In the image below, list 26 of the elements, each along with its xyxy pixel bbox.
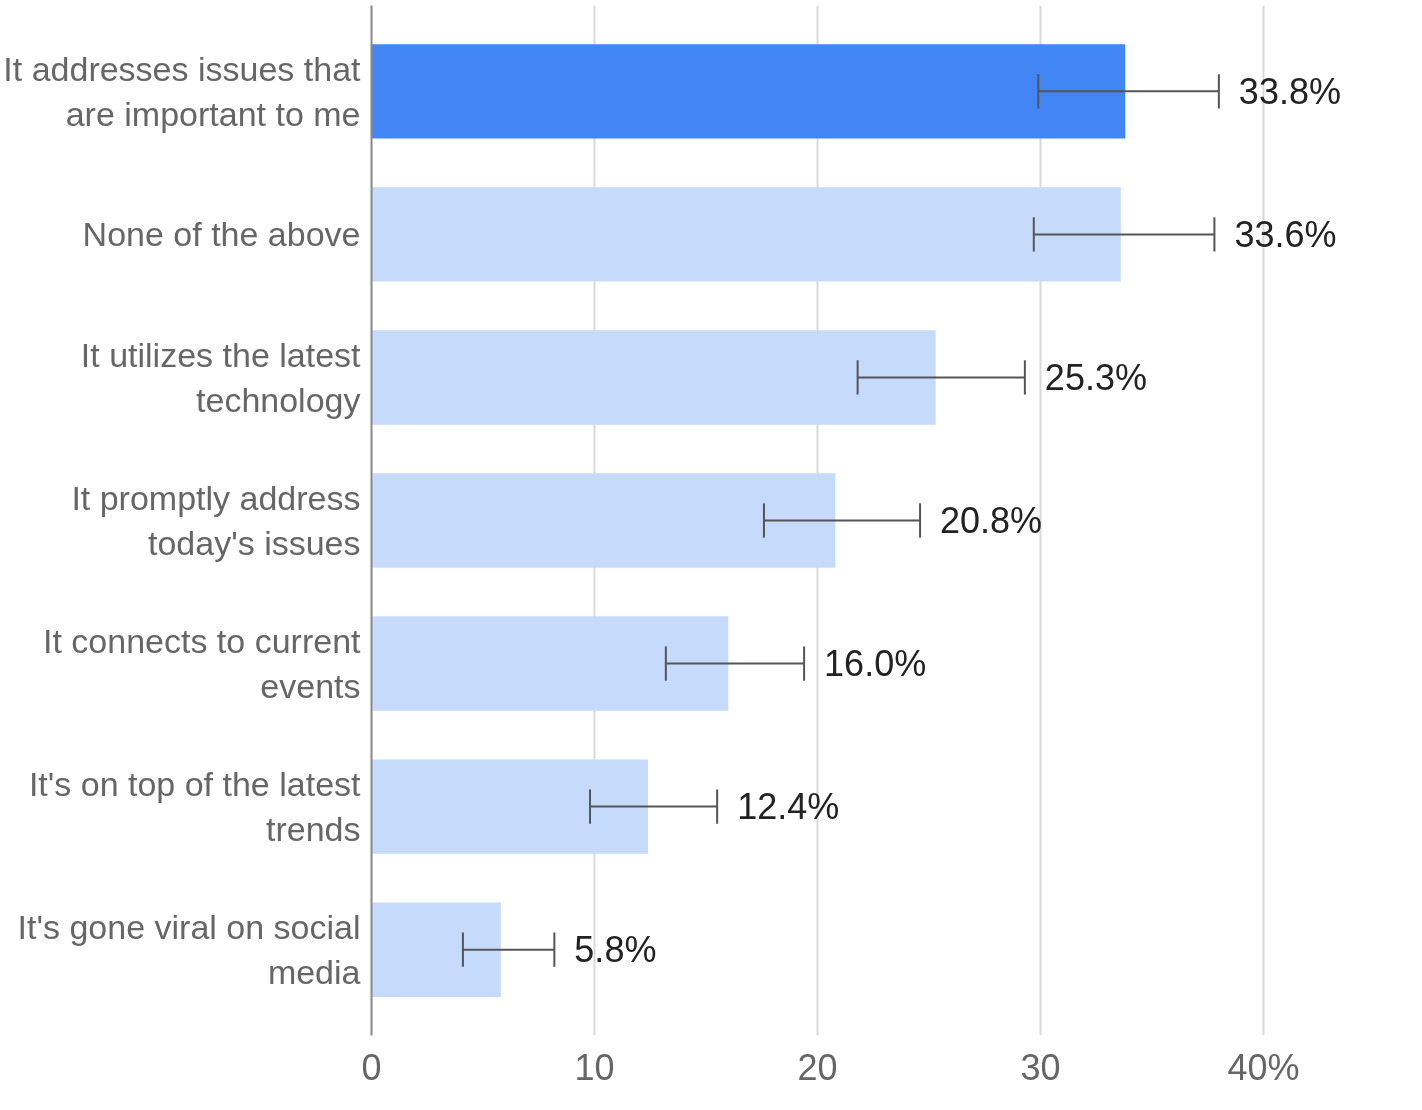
data-label: 33.8% xyxy=(1238,70,1341,112)
x-tick-label: 0 xyxy=(361,1046,382,1088)
data-label: 33.6% xyxy=(1234,213,1337,255)
y-tick-label: None of the above xyxy=(82,215,361,254)
bar xyxy=(371,187,1121,282)
data-label: 5.8% xyxy=(574,929,657,971)
bar xyxy=(371,902,501,997)
data-label: 16.0% xyxy=(824,643,927,685)
y-tick-label: It connects to current events xyxy=(43,621,362,706)
data-label: 25.3% xyxy=(1044,356,1147,398)
y-tick-label: It promptly address today's issues xyxy=(71,478,361,563)
bar xyxy=(371,44,1126,139)
data-label: 20.8% xyxy=(940,500,1043,541)
x-tick-label: 30 xyxy=(1020,1046,1061,1088)
bar xyxy=(371,759,649,854)
y-tick-label: It utilizes the latest technology xyxy=(80,335,362,420)
bar xyxy=(371,330,936,425)
bar xyxy=(371,616,729,711)
y-tick-label: It addresses issues that are important to me xyxy=(3,49,362,134)
x-tick-label: 10 xyxy=(574,1046,615,1088)
x-tick-label: 40% xyxy=(1227,1046,1300,1088)
bar xyxy=(371,473,836,568)
x-tick-label: 20 xyxy=(797,1046,838,1088)
data-label: 12.4% xyxy=(737,786,840,828)
y-tick-label: It's on top of the latest trends xyxy=(28,764,362,849)
y-tick-label: It's gone viral on social media xyxy=(17,907,361,992)
